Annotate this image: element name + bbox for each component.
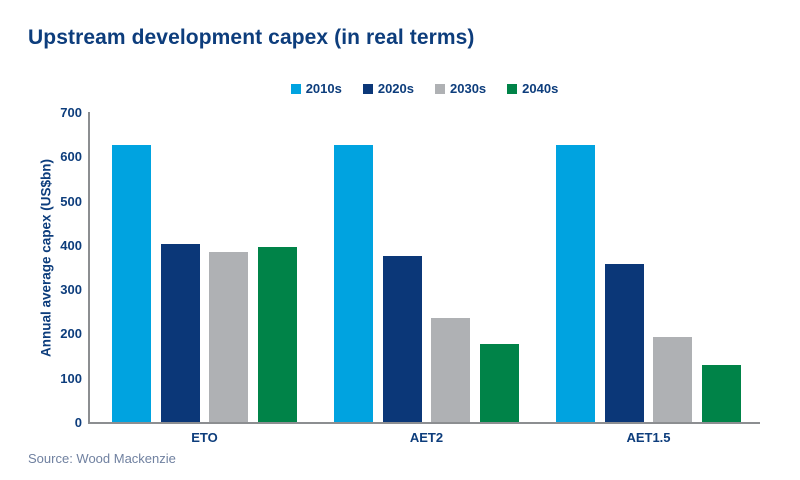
- bar-aet15-2020s: [604, 264, 644, 422]
- y-tick-label-100: 100: [60, 370, 82, 386]
- bar-aet2-2020s: [382, 255, 422, 422]
- y-tick-label-300: 300: [60, 282, 82, 298]
- legend-label-2040s: 2040s: [522, 81, 559, 96]
- legend-item-2020s: 2020s: [362, 81, 414, 96]
- bar-aet15-2030s: [653, 336, 693, 422]
- legend-item-2010s: 2010s: [290, 81, 342, 96]
- bar-aet2-2010s: [333, 145, 373, 422]
- legend: 2010s 2020s 2030s 2040s: [89, 81, 760, 96]
- bar-eto-2010s: [111, 145, 151, 422]
- y-tick-label-0: 0: [74, 415, 82, 430]
- source-note: Source: Wood Mackenzie: [28, 451, 176, 466]
- legend-label-2030s: 2030s: [450, 81, 487, 96]
- bar-eto-2020s: [160, 243, 200, 422]
- y-axis-line: [88, 112, 90, 423]
- y-tick-label-500: 500: [60, 193, 82, 209]
- category-label-aet2: AET2: [409, 430, 444, 445]
- category-label-eto: ETO: [191, 430, 218, 445]
- legend-item-2040s: 2040s: [507, 81, 558, 96]
- y-tick-label-400: 400: [60, 237, 82, 253]
- legend-swatch-2030s: [435, 83, 445, 94]
- bar-aet2-2040s: [480, 344, 520, 422]
- legend-swatch-2010s: [290, 83, 301, 94]
- legend-swatch-2020s: [362, 83, 373, 94]
- legend-swatch-2040s: [507, 83, 518, 94]
- legend-label-2010s: 2010s: [305, 81, 342, 96]
- x-axis-line: [88, 422, 760, 424]
- legend-label-2020s: 2020s: [377, 81, 414, 96]
- category-label-aet15: AET1.5: [626, 430, 671, 445]
- legend-item-2030s: 2030s: [435, 81, 486, 96]
- bar-eto-2040s: [258, 246, 298, 422]
- chart-title: Upstream development capex (in real term…: [28, 26, 475, 49]
- y-tick-label-700: 700: [60, 105, 82, 120]
- bar-aet2-2030s: [431, 318, 471, 422]
- bar-aet15-2010s: [555, 145, 595, 422]
- bar-eto-2030s: [209, 251, 249, 422]
- bar-aet15-2040s: [702, 364, 742, 422]
- y-tick-label-200: 200: [60, 326, 82, 342]
- y-tick-label-600: 600: [60, 149, 82, 165]
